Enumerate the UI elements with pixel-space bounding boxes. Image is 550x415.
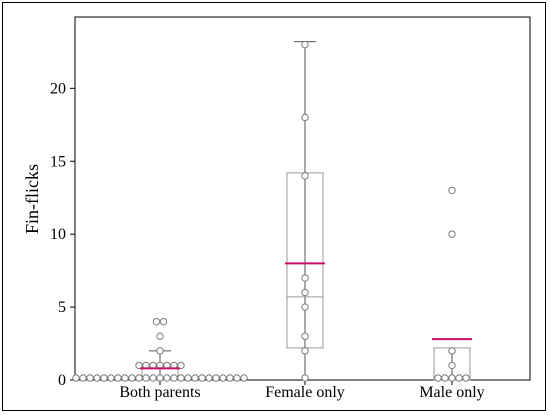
data-point <box>212 374 220 382</box>
data-point <box>142 374 150 382</box>
data-point <box>448 374 456 382</box>
y-tick-label: 0 <box>58 372 66 389</box>
data-point <box>107 374 115 382</box>
data-point <box>177 361 185 370</box>
data-point <box>184 374 192 382</box>
data-point <box>205 374 213 382</box>
data-point <box>301 113 309 122</box>
data-point <box>100 374 108 382</box>
data-point <box>441 374 449 382</box>
data-point <box>301 288 309 297</box>
data-point <box>434 374 442 382</box>
y-tick-label: 10 <box>50 226 66 243</box>
data-point <box>128 374 136 382</box>
data-point <box>170 374 178 382</box>
chart-frame <box>2 2 546 411</box>
data-point <box>455 374 463 382</box>
data-point <box>301 172 309 180</box>
data-point <box>156 332 164 340</box>
box-group <box>72 317 248 382</box>
data-point <box>135 361 143 370</box>
y-tick-label: 15 <box>50 153 66 170</box>
data-point <box>301 332 309 340</box>
data-point <box>121 374 129 382</box>
data-point <box>93 374 101 382</box>
data-point <box>226 374 234 382</box>
data-point <box>72 374 80 382</box>
data-point <box>233 374 241 382</box>
x-tick-label: Female only <box>265 384 345 401</box>
data-point <box>301 374 309 382</box>
data-point <box>86 374 94 382</box>
data-point <box>156 347 164 355</box>
y-tick-label: 5 <box>58 299 66 316</box>
data-point <box>301 303 309 311</box>
data-point <box>219 374 227 382</box>
data-point <box>135 374 143 382</box>
x-tick-label: Both parents <box>119 384 200 401</box>
box-group <box>432 186 472 382</box>
data-point <box>240 374 248 382</box>
y-axis-title: Fin-flicks <box>22 164 42 234</box>
data-point <box>448 347 456 355</box>
data-point <box>301 40 309 49</box>
x-axis: Both parents Female only Male only <box>119 380 485 401</box>
data-point <box>191 374 199 382</box>
data-point <box>159 317 168 326</box>
plot-area <box>74 16 531 381</box>
data-point <box>163 374 171 382</box>
box-group <box>285 40 325 382</box>
data-point <box>177 374 185 382</box>
data-point <box>156 374 164 382</box>
data-point <box>152 317 161 326</box>
data-point <box>301 274 309 282</box>
data-point <box>462 374 470 382</box>
data-point <box>149 374 157 382</box>
data-point <box>448 361 456 370</box>
data-point <box>79 374 87 382</box>
data-point <box>114 374 122 382</box>
data-point <box>448 186 456 195</box>
y-axis: 0 5 10 15 20 <box>50 80 75 389</box>
data-point <box>301 347 309 355</box>
y-tick-label: 20 <box>50 80 66 97</box>
data-point <box>448 230 456 238</box>
x-tick-label: Male only <box>419 384 484 401</box>
chart-marks <box>72 40 472 382</box>
data-point <box>198 374 206 382</box>
